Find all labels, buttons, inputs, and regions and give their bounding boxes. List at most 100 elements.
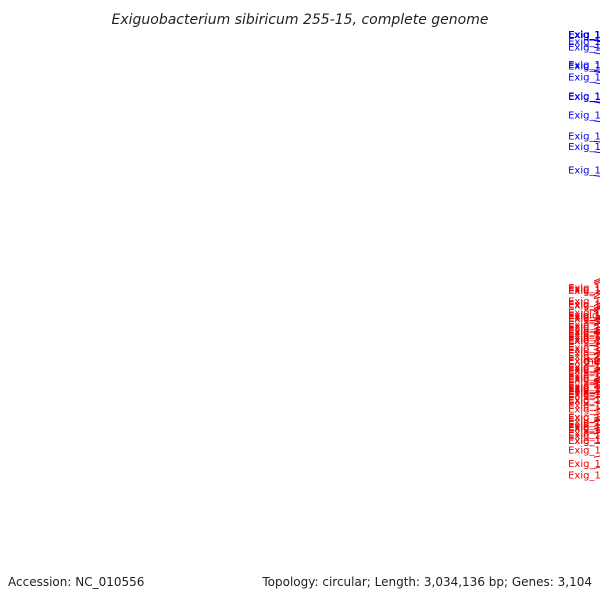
gene-label: Exig_1207 xyxy=(568,348,600,359)
gene-label: Exig_1247 xyxy=(568,30,600,41)
gene-label: Exig_1246 xyxy=(568,30,600,41)
gene-label: Exig_1197 xyxy=(568,356,600,367)
gene-label: Exig_1195 xyxy=(568,30,600,41)
gene-label: Exig_1200 xyxy=(568,366,600,377)
gene-label: Exig_1147 xyxy=(568,404,600,415)
gene-label: Exig_1161 xyxy=(568,326,600,337)
gene-label: Exig_1294 xyxy=(568,387,600,398)
gene-label: Exig_1194 xyxy=(568,30,600,41)
gene-label: Exig_1223 xyxy=(568,284,600,295)
gene-label: Exig_1229 xyxy=(568,30,600,41)
gene-label: Exig_1173 xyxy=(568,390,600,401)
gene-label: Exig_1252 xyxy=(568,30,600,41)
accession-label: Accession: NC_010556 xyxy=(8,575,144,589)
gene-label: Exig_1255 xyxy=(568,30,600,41)
gene-label: Exig_1129 xyxy=(568,459,600,470)
gene-label: Exig_1178 xyxy=(568,323,600,334)
gene-label: Exig_1212 xyxy=(568,30,600,41)
gene-label: Exig_1157 xyxy=(568,395,600,406)
gene-label: Exig_1169 xyxy=(568,30,600,41)
gene-label: Exig_1160 xyxy=(568,30,600,41)
gene-label: Exig_1217 xyxy=(568,30,600,41)
gene-label: Exig_1140 xyxy=(568,428,600,439)
gene-label: Exig_1162 xyxy=(568,436,600,447)
genome-title: Exiguobacterium sibiricum 255-15, comple… xyxy=(111,12,488,28)
gene-label: Exig_1253 xyxy=(568,345,600,356)
gene-label: Exig_1285 xyxy=(568,30,600,41)
gene-label: Exig_1159 xyxy=(568,30,600,41)
gene-label: Exig_1115 xyxy=(568,445,600,456)
callout-line xyxy=(593,280,600,283)
gene-label: Exig_1177 xyxy=(568,436,600,447)
gene-label: Exig_1149 xyxy=(568,422,600,433)
gene-label: Exig_1119 xyxy=(568,423,600,434)
gene-label: Exig_1164 xyxy=(568,384,600,395)
gene-label: Exig_1315 xyxy=(568,30,600,41)
gene-label: Exig_1231 xyxy=(568,30,600,41)
gene-label: Exig_1280 xyxy=(568,30,600,41)
gene-label: Exig_1118 xyxy=(568,61,600,72)
gene-label: Exig_1122 xyxy=(568,91,600,102)
gene-label: Exig_1079 xyxy=(568,142,600,153)
gene-label: Exig_1186 xyxy=(568,334,600,345)
gene-label: Exig_1187 xyxy=(568,320,600,331)
gene-label: Exig_1170 xyxy=(568,30,600,41)
gene-label: Exig_1216 xyxy=(568,30,600,41)
gene-label: Exig_1298 xyxy=(568,297,600,308)
gene-label: Exig_1214 xyxy=(568,30,600,41)
callout-line xyxy=(593,39,600,42)
gene-label: Exig_1225 xyxy=(568,383,600,394)
gene-label: Exig_1300 xyxy=(568,300,600,311)
gene-label: Exig_1168 xyxy=(568,30,600,41)
gene-label: Exig_1227 xyxy=(568,30,600,41)
gene-label: Exig_1183 xyxy=(568,357,600,368)
gene-label: Exig_1224 xyxy=(568,30,600,41)
gene-label: Exig_1226 xyxy=(568,374,600,385)
callout-line xyxy=(593,296,600,300)
gene-label: Exig_1179 xyxy=(568,30,600,41)
gene-label: Exig_1155 xyxy=(568,413,600,424)
gene-label: Exig_1123 xyxy=(568,470,600,481)
gene-label: Exig_1232 xyxy=(568,327,600,338)
gene-label: Exig_1295 xyxy=(568,362,600,373)
gene-label: Exig_1189 xyxy=(568,335,600,346)
gene-label: Exig_1109 xyxy=(568,73,600,84)
gene-label: Exig_1218 xyxy=(568,365,600,376)
gene-label: Exig_1165 xyxy=(568,381,600,392)
callout-line xyxy=(593,140,600,143)
gene-label: Exig_1205 xyxy=(568,373,600,384)
gene-label: Exig_1320 xyxy=(568,396,600,407)
gene-label: Exig_1154 xyxy=(568,37,600,48)
gene-label: Exig_1182 xyxy=(568,30,600,41)
gene-label: Exig_1134 xyxy=(568,431,600,442)
gene-label: Exig_1094 xyxy=(568,165,600,176)
gene-label: Exig_1230 xyxy=(568,30,600,41)
gene-label: Exig_1198 xyxy=(568,389,600,400)
gene-label: Exig_1156 xyxy=(568,420,600,431)
gene-label: Exig_1190 xyxy=(568,352,600,363)
gene-label: Exig_1114 xyxy=(568,92,600,103)
gene-label: Exig_1175 xyxy=(568,336,600,347)
gene-label: Exig_1245 xyxy=(568,30,600,41)
callout-line xyxy=(593,101,600,104)
gene-label: gldA xyxy=(583,310,600,321)
gene-label: Exig_1268 xyxy=(568,311,600,322)
gene-label: Exig_1206 xyxy=(568,310,600,321)
gene-label: Exig_1209 xyxy=(568,331,600,342)
gene-label: Exig_1234 xyxy=(568,328,600,339)
gene-label: Exig_1220 xyxy=(568,30,600,41)
topology-label: Topology: circular; Length: 3,034,136 bp… xyxy=(261,575,592,589)
gene-label: Exig_1250 xyxy=(568,314,600,325)
gene-label: Exig_1188 xyxy=(568,336,600,347)
gene-label: Exig_1208 xyxy=(568,286,600,297)
gene-label: Exig_1144 xyxy=(568,424,600,435)
gene-label: Exig_1185 xyxy=(568,30,600,41)
gene-label: Exig_1261 xyxy=(568,335,600,346)
gene-label: Exig_1242 xyxy=(568,30,600,41)
gene-label: Exig_1228 xyxy=(568,30,600,41)
gene-label: Exig_1302 xyxy=(568,30,600,41)
gene-label: Exig_1219 xyxy=(568,322,600,333)
gene-label: Exig_1241 xyxy=(568,313,600,324)
gene-callouts: Exig_1230Exig_1229Exig_1228Exig_1258Exig… xyxy=(568,30,600,481)
